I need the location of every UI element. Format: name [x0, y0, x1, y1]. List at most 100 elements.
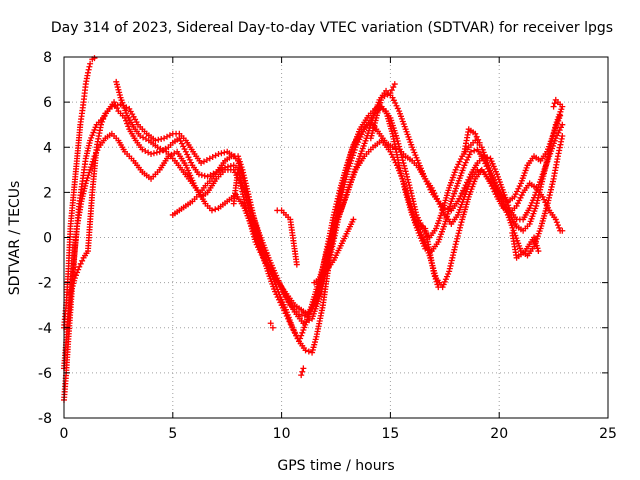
- data-point: [218, 150, 225, 157]
- data-point: [433, 195, 440, 202]
- data-point: [431, 273, 438, 280]
- data-point: [453, 164, 460, 171]
- series-track-2: [61, 99, 566, 403]
- data-point: [244, 185, 251, 192]
- data-point: [394, 105, 401, 112]
- data-point: [305, 348, 312, 355]
- data-point: [274, 294, 281, 301]
- data-point: [406, 182, 413, 189]
- data-point: [335, 192, 342, 199]
- data-point: [77, 260, 84, 267]
- data-point: [330, 211, 337, 218]
- data-point: [350, 216, 357, 223]
- x-axis-ticks: 0 5 10 15 20 25: [60, 57, 617, 442]
- data-point: [408, 190, 415, 197]
- data-point: [455, 230, 462, 237]
- data-point: [471, 147, 478, 154]
- data-point: [85, 66, 92, 73]
- data-point: [300, 365, 307, 372]
- data-point: [428, 184, 435, 191]
- data-point: [311, 297, 318, 304]
- data-point: [336, 187, 343, 194]
- data-point: [241, 174, 248, 181]
- data-point: [431, 190, 438, 197]
- data-point: [152, 137, 159, 144]
- data-point: [244, 188, 251, 195]
- data-point: [463, 156, 470, 163]
- data-point: [535, 248, 542, 255]
- data-point: [97, 121, 104, 128]
- y-tick-label: 2: [43, 185, 52, 201]
- data-point: [291, 329, 298, 336]
- data-point: [124, 120, 131, 127]
- data-point: [434, 281, 441, 288]
- data-point: [289, 323, 296, 330]
- y-tick-label: 6: [43, 95, 52, 111]
- data-point: [406, 184, 413, 191]
- data-point: [466, 151, 473, 158]
- data-point: [212, 206, 219, 213]
- data-point: [75, 266, 82, 273]
- data-point: [452, 243, 459, 250]
- data-point: [547, 186, 554, 193]
- data-point: [290, 326, 297, 333]
- data-point: [432, 276, 439, 283]
- data-point: [446, 268, 453, 275]
- data-point: [293, 261, 300, 268]
- data-marks: [61, 55, 566, 403]
- data-point: [334, 195, 341, 202]
- data-point: [409, 195, 416, 202]
- data-point: [235, 153, 242, 160]
- data-point: [111, 102, 118, 109]
- data-point: [401, 165, 408, 172]
- x-tick-label: 10: [273, 426, 291, 442]
- data-point: [114, 102, 121, 109]
- y-tick-label: 0: [43, 231, 52, 247]
- data-point: [296, 338, 303, 345]
- data-point: [302, 347, 309, 354]
- data-point: [548, 183, 555, 190]
- data-point: [389, 94, 396, 101]
- data-point: [185, 154, 192, 161]
- data-point: [266, 264, 273, 271]
- data-point: [462, 159, 469, 166]
- data-point: [287, 321, 294, 328]
- data-point: [458, 190, 465, 197]
- data-point: [513, 202, 520, 209]
- data-point: [250, 212, 257, 219]
- data-point: [390, 97, 397, 104]
- data-point: [457, 155, 464, 162]
- data-point: [472, 130, 479, 137]
- data-point: [467, 148, 474, 155]
- y-tick-label: -4: [38, 321, 52, 337]
- data-point: [437, 203, 444, 210]
- data-point: [272, 288, 279, 295]
- data-point: [285, 315, 292, 322]
- data-point: [448, 257, 455, 264]
- data-point: [215, 151, 222, 158]
- data-point: [150, 150, 157, 157]
- data-point: [72, 272, 79, 279]
- data-point: [403, 171, 410, 178]
- data-point: [454, 235, 461, 242]
- data-point: [251, 215, 258, 222]
- data-point: [298, 311, 305, 318]
- data-point: [153, 149, 160, 156]
- data-point: [400, 181, 407, 188]
- data-point: [395, 140, 402, 147]
- data-point: [549, 181, 556, 188]
- series-track-1: [61, 55, 98, 331]
- data-point: [456, 227, 463, 234]
- data-point: [456, 158, 463, 165]
- data-point: [311, 299, 318, 306]
- data-point: [393, 135, 400, 142]
- data-point: [491, 188, 498, 195]
- data-point: [490, 185, 497, 192]
- data-point: [240, 172, 247, 179]
- data-point: [450, 249, 457, 256]
- data-point: [446, 265, 453, 272]
- data-point: [559, 121, 566, 128]
- data-point: [278, 302, 285, 309]
- data-point: [198, 172, 205, 179]
- data-point: [543, 202, 550, 209]
